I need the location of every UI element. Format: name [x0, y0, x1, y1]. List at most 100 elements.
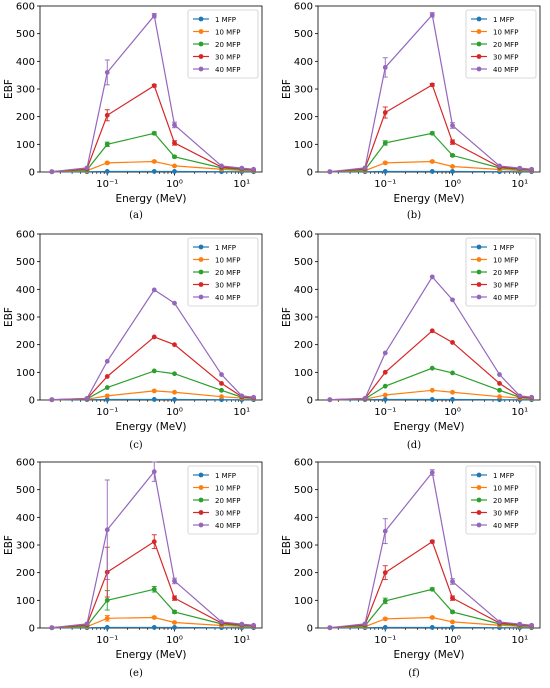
data-point [517, 393, 523, 399]
data-point [429, 470, 435, 475]
x-tick-label: 10⁻¹ [96, 179, 118, 190]
y-tick-label: 200 [294, 568, 313, 579]
x-tick-label: 10⁻¹ [96, 635, 118, 646]
y-axis-label: EBF [281, 535, 293, 555]
data-point [104, 374, 110, 379]
y-axis-label: EBF [281, 79, 293, 99]
legend-marker [476, 510, 482, 515]
y-tick-label: 200 [16, 340, 35, 351]
series-40-mfp [49, 13, 256, 175]
legend-box [187, 465, 259, 535]
legend-item: 40 MFP [193, 522, 240, 530]
data-point [172, 163, 177, 169]
y-tick-label: 100 [16, 140, 35, 151]
x-tick-label: 10¹ [511, 635, 528, 646]
legend-label: 10 MFP [493, 257, 518, 265]
series-line [51, 289, 254, 401]
data-point [429, 328, 435, 334]
legend-marker [476, 522, 482, 528]
data-point [362, 165, 368, 171]
data-point [429, 365, 435, 371]
series-line [329, 616, 532, 629]
data-point [450, 297, 455, 303]
series-line [51, 390, 254, 401]
legend-label: 10 MFP [215, 485, 240, 493]
data-point [151, 287, 157, 293]
x-tick-label: 10⁻¹ [96, 407, 118, 418]
y-tick-label: 600 [294, 458, 313, 469]
data-point [382, 383, 388, 389]
legend-label: 40 MFP [215, 522, 240, 530]
data-point [429, 12, 435, 18]
data-point [104, 160, 110, 166]
data-point [172, 397, 177, 402]
legend-item: 20 MFP [193, 41, 240, 49]
legend: 1 MFP 10 MFP 20 MFP 30 MFP 40 MFP [187, 237, 259, 307]
data-point [382, 110, 388, 115]
data-point [450, 619, 455, 625]
data-point [429, 159, 435, 164]
series-line [329, 132, 532, 173]
panel-caption: (b) [406, 210, 422, 221]
data-point [219, 163, 224, 169]
legend-marker [476, 282, 482, 287]
x-tick-label: 10¹ [233, 407, 250, 418]
legend-marker [476, 16, 482, 22]
data-point [450, 609, 455, 615]
chart-panel-e: 0 100 200 300 400 500 600 10⁻¹ 10⁰ 10¹ Energy (MeV… [0, 456, 272, 684]
data-point [450, 579, 455, 584]
data-point [104, 615, 110, 621]
panel-caption: (a) [129, 210, 143, 221]
legend-item: 20 MFP [471, 41, 518, 49]
legend-label: 40 MFP [493, 522, 518, 530]
x-axis-label: Energy (MeV) [394, 649, 465, 661]
legend-label: 10 MFP [493, 485, 518, 493]
y-tick-label: 200 [16, 112, 35, 123]
legend-item: 10 MFP [193, 485, 240, 493]
legend: 1 MFP 10 MFP 20 MFP 30 MFP 40 MFP [465, 465, 537, 535]
legend-item: 20 MFP [193, 497, 240, 505]
data-point [450, 340, 455, 345]
legend-marker [198, 41, 204, 47]
series-line [51, 336, 254, 401]
series-40-mfp [49, 461, 256, 631]
data-point [450, 625, 455, 630]
y-tick-label: 600 [16, 230, 35, 241]
legend-label: 1 MFP [215, 244, 236, 252]
series-line [329, 471, 532, 629]
data-point [151, 83, 157, 89]
series-line [51, 84, 254, 173]
series-line [329, 330, 532, 401]
x-tick-label: 10⁻¹ [374, 635, 396, 646]
data-point [382, 528, 388, 534]
legend-label: 10 MFP [215, 29, 240, 37]
chart-svg: 0 100 200 300 400 500 600 10⁻¹ 10⁰ 10¹ Energy (MeV… [281, 458, 541, 661]
y-tick-label: 400 [294, 285, 313, 296]
x-tick-label: 10⁰ [166, 635, 183, 646]
data-point [172, 578, 177, 584]
data-point [327, 625, 333, 631]
legend-label: 30 MFP [493, 282, 518, 290]
legend: 1 MFP 10 MFP 20 MFP 30 MFP 40 MFP [187, 9, 259, 79]
data-point [104, 625, 110, 630]
chart-panel-b: 0 100 200 300 400 500 600 10⁻¹ 10⁰ 10¹ Energy (MeV… [278, 0, 550, 228]
series-40-mfp [327, 12, 534, 175]
data-point [429, 397, 435, 402]
chart-svg: 0 100 200 300 400 500 600 10⁻¹ 10⁰ 10¹ Energy (MeV… [3, 2, 263, 205]
legend-marker [476, 472, 482, 478]
legend-marker [476, 294, 482, 300]
x-tick-label: 10¹ [233, 635, 250, 646]
legend-item: 20 MFP [193, 269, 240, 277]
y-tick-label: 300 [16, 85, 35, 96]
y-tick-label: 200 [16, 568, 35, 579]
data-point [382, 140, 388, 146]
y-tick-label: 400 [294, 513, 313, 524]
y-tick-label: 0 [307, 168, 313, 179]
data-point [172, 300, 177, 306]
data-point [382, 369, 388, 375]
y-tick-label: 0 [29, 624, 35, 635]
legend-item: 10 MFP [193, 29, 240, 37]
data-point [450, 595, 455, 601]
legend-marker [198, 257, 204, 262]
legend-marker [198, 294, 204, 300]
